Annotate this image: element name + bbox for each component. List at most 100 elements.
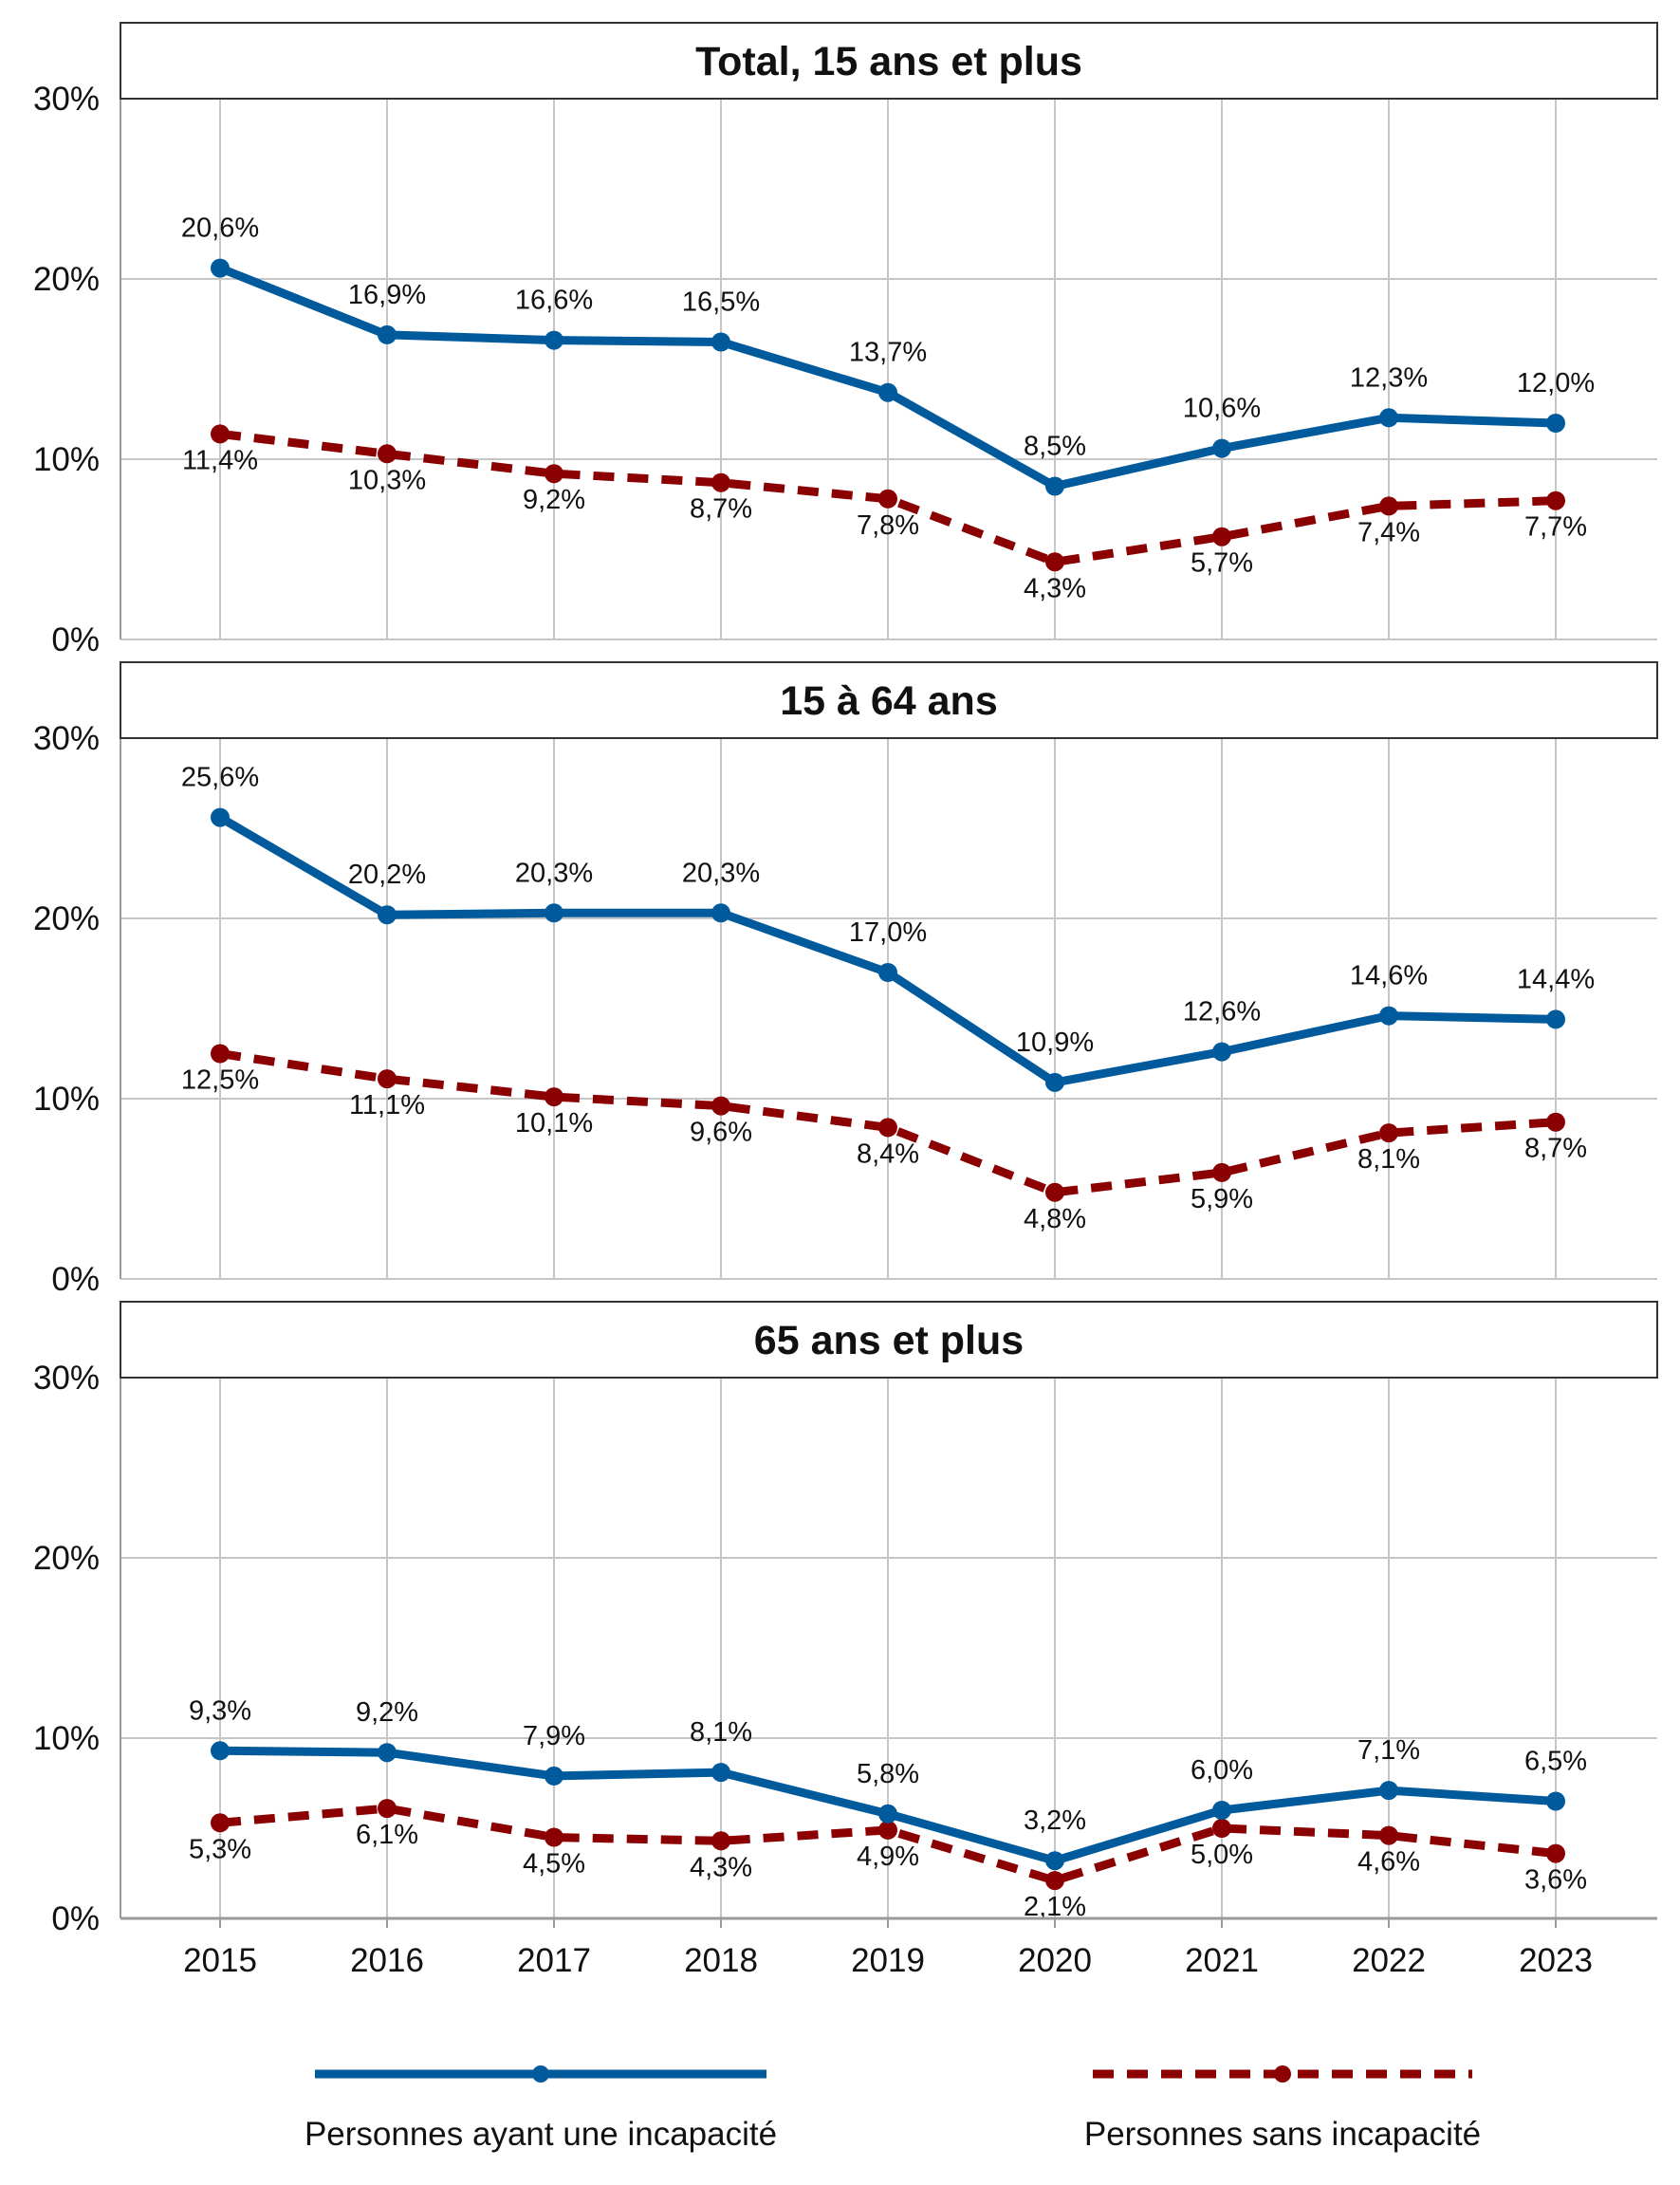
point-with-disability xyxy=(545,903,563,923)
data-label-without: 7,4% xyxy=(1357,517,1420,547)
point-with-disability xyxy=(878,382,897,402)
point-with-disability xyxy=(1045,476,1064,496)
point-with-disability xyxy=(1045,1072,1064,1092)
y-tick-label: 0% xyxy=(51,1261,100,1298)
data-label-without: 7,8% xyxy=(857,510,919,541)
panel-title-box xyxy=(120,1301,1658,1379)
data-label-without: 4,6% xyxy=(1357,1847,1420,1878)
point-without-disability xyxy=(1045,552,1064,572)
data-label-with: 3,2% xyxy=(1024,1805,1086,1836)
y-tick-label: 0% xyxy=(51,621,100,658)
panel-title-box xyxy=(120,661,1658,739)
point-with-disability xyxy=(545,330,563,350)
data-label-with: 6,0% xyxy=(1191,1755,1253,1786)
y-tick-label: 10% xyxy=(33,1720,100,1757)
point-with-disability xyxy=(1379,1781,1398,1801)
data-label-with: 12,6% xyxy=(1183,997,1261,1028)
x-tick-label: 2018 xyxy=(684,1942,758,1979)
data-label-with: 20,3% xyxy=(682,858,760,888)
point-without-disability xyxy=(878,1118,897,1138)
point-without-disability xyxy=(378,1069,397,1089)
data-label-without: 7,7% xyxy=(1524,512,1587,543)
point-without-disability xyxy=(878,1820,897,1840)
point-without-disability xyxy=(1045,1182,1064,1202)
data-label-without: 5,7% xyxy=(1191,548,1253,579)
point-without-disability xyxy=(211,1044,230,1064)
series-line-without-disability xyxy=(219,429,1557,566)
data-label-without: 9,6% xyxy=(690,1118,752,1148)
point-with-disability xyxy=(878,963,897,982)
data-label-without: 6,1% xyxy=(356,1820,418,1850)
data-label-with: 20,3% xyxy=(515,858,593,888)
legend-item-with-disability: Personnes ayant une incapacité xyxy=(256,2040,825,2163)
point-with-disability xyxy=(378,324,397,344)
legend-item-without-disability: Personnes sans incapacité xyxy=(998,2040,1567,2163)
point-without-disability xyxy=(378,1799,397,1819)
data-label-without: 4,3% xyxy=(690,1852,752,1882)
data-label-with: 16,6% xyxy=(515,286,593,316)
data-label-with: 20,6% xyxy=(181,213,259,244)
point-with-disability xyxy=(1045,1851,1064,1871)
data-label-with: 16,5% xyxy=(682,287,760,318)
legend-label-without: Personnes sans incapacité xyxy=(1083,2116,1482,2153)
data-label-without: 8,7% xyxy=(690,494,752,525)
data-label-with: 7,1% xyxy=(1357,1735,1420,1766)
point-with-disability xyxy=(1546,1791,1565,1811)
x-tick-label: 2016 xyxy=(350,1942,424,1979)
panel-title: 15 à 64 ans xyxy=(780,678,998,724)
y-tick-label: 20% xyxy=(33,900,100,937)
data-label-with: 25,6% xyxy=(181,763,259,793)
data-label-without: 5,0% xyxy=(1191,1840,1253,1870)
y-tick-label: 10% xyxy=(33,1081,100,1118)
point-without-disability xyxy=(711,1096,730,1116)
panel-title: 65 ans et plus xyxy=(754,1318,1024,1363)
x-tick-label: 2022 xyxy=(1352,1942,1426,1979)
point-without-disability xyxy=(1212,1162,1231,1182)
x-tick-label: 2021 xyxy=(1185,1942,1259,1979)
series-line-without-disability xyxy=(219,1804,1557,1885)
data-label-without: 4,9% xyxy=(857,1842,919,1872)
data-label-without: 9,2% xyxy=(523,485,585,515)
data-label-without: 10,1% xyxy=(515,1108,593,1139)
point-with-disability xyxy=(545,1766,563,1786)
data-label-with: 10,6% xyxy=(1183,394,1261,424)
data-label-without: 4,5% xyxy=(523,1849,585,1879)
series-line-without-disability xyxy=(219,1049,1557,1197)
data-label-with: 10,9% xyxy=(1016,1028,1094,1058)
y-tick-label: 10% xyxy=(33,441,100,478)
x-tick-label: 2019 xyxy=(851,1942,925,1979)
data-label-without: 11,1% xyxy=(349,1090,425,1120)
point-without-disability xyxy=(1546,1843,1565,1863)
point-without-disability xyxy=(545,1087,563,1107)
data-label-with: 6,5% xyxy=(1524,1747,1587,1777)
point-without-disability xyxy=(711,472,730,492)
point-with-disability xyxy=(211,1741,230,1761)
data-label-without: 5,9% xyxy=(1191,1184,1253,1214)
point-with-disability xyxy=(878,1804,897,1824)
data-label-without: 12,5% xyxy=(181,1065,259,1096)
x-tick-label: 2023 xyxy=(1519,1942,1593,1979)
data-label-with: 14,4% xyxy=(1517,964,1595,994)
data-label-with: 5,8% xyxy=(857,1759,919,1789)
data-label-without: 8,4% xyxy=(857,1139,919,1169)
y-tick-label: 30% xyxy=(33,1360,100,1397)
point-with-disability xyxy=(711,332,730,352)
point-without-disability xyxy=(211,1813,230,1833)
data-label-with: 17,0% xyxy=(849,917,927,948)
point-with-disability xyxy=(711,1763,730,1783)
legend-swatch-with xyxy=(315,2065,766,2083)
x-tick-label: 2020 xyxy=(1018,1942,1092,1979)
point-without-disability xyxy=(1546,491,1565,510)
y-tick-label: 20% xyxy=(33,1540,100,1577)
point-without-disability xyxy=(1546,1112,1565,1132)
point-with-disability xyxy=(1546,1009,1565,1029)
point-with-disability xyxy=(378,1743,397,1763)
point-without-disability xyxy=(1379,1825,1398,1845)
point-without-disability xyxy=(211,424,230,444)
point-without-disability xyxy=(1212,527,1231,546)
point-without-disability xyxy=(1379,496,1398,516)
data-label-with: 12,0% xyxy=(1517,368,1595,398)
point-with-disability xyxy=(711,903,730,923)
point-without-disability xyxy=(878,489,897,509)
data-label-with: 7,9% xyxy=(523,1721,585,1751)
